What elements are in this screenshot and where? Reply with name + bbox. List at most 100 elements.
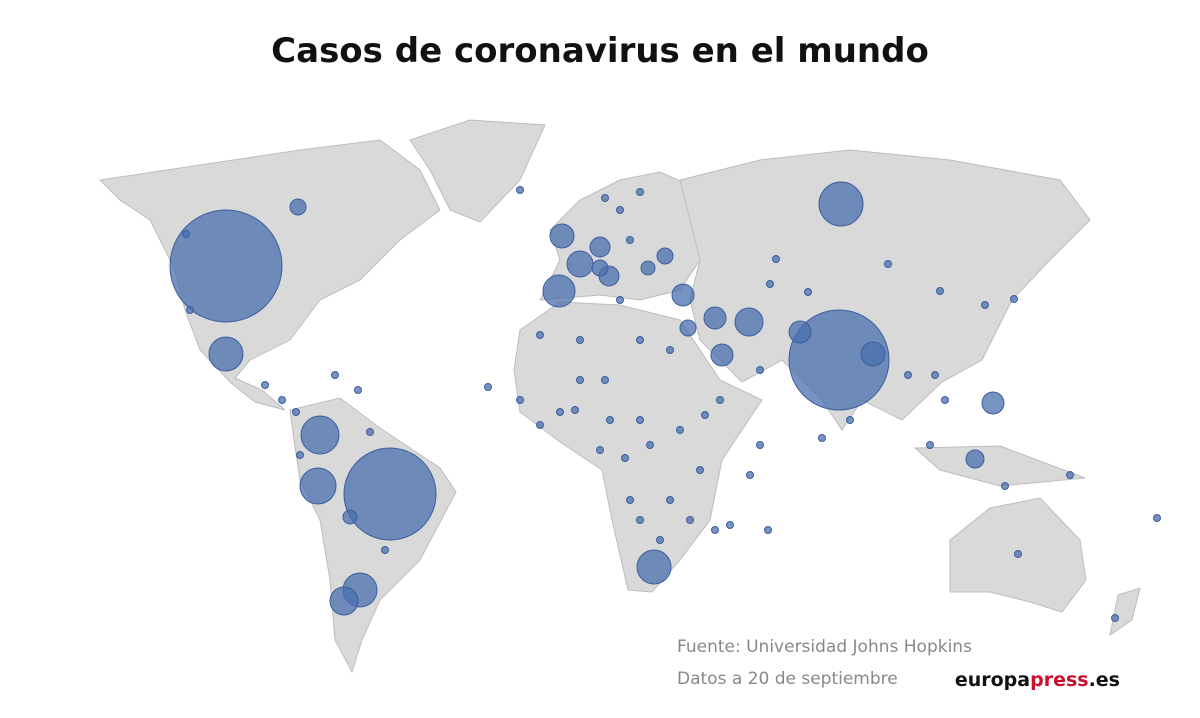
case-bubble [626,236,634,244]
case-bubble [636,549,672,585]
case-bubble [278,396,286,404]
case-bubble [671,283,695,307]
case-bubble [931,371,939,379]
case-bubble [772,255,780,263]
case-bubble [936,287,944,295]
case-bubble [860,341,886,367]
case-bubble [846,416,854,424]
case-bubble [299,467,337,505]
case-bubble [354,386,362,394]
case-bubble [331,371,339,379]
bubbles [169,181,1161,622]
case-bubble [965,449,985,469]
case-bubble [289,198,307,216]
africa [513,301,763,593]
case-bubble [884,260,892,268]
case-bubble [576,376,584,384]
case-bubble [656,536,664,544]
case-bubble [636,188,644,196]
case-bubble [1001,482,1009,490]
case-bubble [366,428,374,436]
case-bubble [536,331,544,339]
case-bubble [516,186,524,194]
case-bubble [711,526,719,534]
case-bubble [1066,471,1074,479]
case-bubble [696,466,704,474]
logo-part: europa [955,669,1030,691]
case-bubble [300,415,340,455]
case-bubble [616,296,624,304]
asia [679,149,1091,431]
case-bubble [818,181,864,227]
case-bubble [296,451,304,459]
case-bubble [676,426,684,434]
case-bubble [576,336,584,344]
case-bubble [606,416,614,424]
source: Fuente: Universidad Johns Hopkins [677,637,972,657]
new-zealand [1109,587,1141,637]
case-bubble [616,206,624,214]
case-bubble [766,280,774,288]
case-bubble [716,396,724,404]
case-bubble [381,546,389,554]
case-bubble [182,230,190,238]
logo: europapress.es [955,669,1120,691]
logo-part: press [1030,669,1088,691]
case-bubble [756,366,764,374]
case-bubble [686,516,694,524]
case-bubble [926,441,934,449]
case-bubble [1010,295,1018,303]
case-bubble [788,309,890,411]
case-bubble [169,209,283,323]
case-bubble [343,447,437,541]
case-bubble [329,586,359,616]
case-bubble [342,509,358,525]
case-bubble [261,381,269,389]
case-bubble [596,446,604,454]
case-bubble [636,336,644,344]
case-bubble [756,441,764,449]
case-bubble [591,259,609,277]
case-bubble [703,306,727,330]
case-bubble [788,320,812,344]
case-bubble [601,376,609,384]
case-bubble [646,441,654,449]
case-bubble [981,391,1005,415]
case-bubble [764,526,772,534]
case-bubble [516,396,524,404]
case-bubble [656,247,674,265]
case-bubble [571,406,579,414]
case-bubble [626,496,634,504]
case-bubble [636,416,644,424]
case-bubble [636,516,644,524]
case-bubble [734,307,764,337]
case-bubble [981,301,989,309]
southeast-asia-islands [913,445,1086,487]
case-bubble [666,346,674,354]
case-bubble [542,274,576,308]
case-bubble [208,336,244,372]
case-bubble [621,454,629,462]
logo-part: .es [1089,669,1120,691]
case-bubble [292,408,300,416]
case-bubble [640,260,656,276]
case-bubble [818,434,826,442]
case-bubble [1153,514,1161,522]
case-bubble [186,306,194,314]
case-bubble [666,496,674,504]
case-bubble [746,471,754,479]
case-bubble [589,236,611,258]
case-bubble [484,383,492,391]
case-bubble [804,288,812,296]
date-note: Datos a 20 de septiembre [677,669,898,689]
case-bubble [556,408,564,416]
case-bubble [710,343,734,367]
case-bubble [601,194,609,202]
case-bubble [536,421,544,429]
case-bubble [549,223,575,249]
greenland [409,119,546,223]
case-bubble [941,396,949,404]
case-bubble [566,250,594,278]
